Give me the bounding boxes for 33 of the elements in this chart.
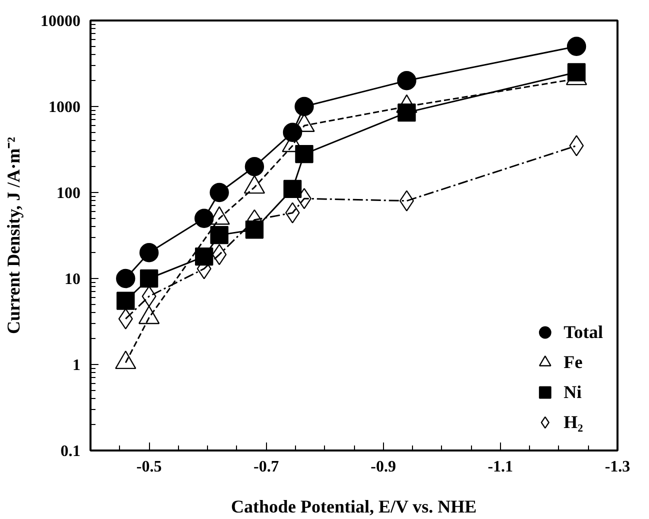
y-tick-label: 100 xyxy=(56,185,80,202)
point xyxy=(397,71,416,90)
x-tick-label: -1.1 xyxy=(488,458,514,476)
x-tick-label: -0.5 xyxy=(136,458,162,476)
legend-label: Ni xyxy=(564,382,583,402)
point xyxy=(567,63,586,82)
point xyxy=(116,292,135,310)
legend-label: Total xyxy=(564,322,603,342)
point xyxy=(566,36,586,56)
y-tick-label: 10 xyxy=(64,271,80,288)
x-tick-label: -0.7 xyxy=(254,458,279,476)
point xyxy=(116,268,136,288)
point xyxy=(294,96,314,116)
point xyxy=(244,157,264,176)
x-axis-title: Cathode Potential, E/V vs. NHE xyxy=(230,496,477,516)
legend-label: Fe xyxy=(564,352,584,372)
point xyxy=(295,144,314,164)
y-tick-label: 10000 xyxy=(40,13,80,30)
x-tick-label: -0.9 xyxy=(370,458,396,476)
y-tick-label: 1000 xyxy=(48,99,80,116)
point xyxy=(195,247,214,266)
x-tick-label: -1.3 xyxy=(604,458,630,476)
y-axis-title: Current Density, J /A·m⁻² xyxy=(4,136,24,334)
point xyxy=(210,226,228,244)
point xyxy=(398,103,416,122)
y-tick-label: 0.1 xyxy=(60,443,80,460)
point xyxy=(194,208,214,228)
legend-label: H₂ xyxy=(564,412,584,432)
y-tick-label: 1 xyxy=(72,357,80,374)
point xyxy=(210,182,229,202)
point xyxy=(139,243,159,262)
point xyxy=(140,269,158,288)
point xyxy=(283,180,302,198)
